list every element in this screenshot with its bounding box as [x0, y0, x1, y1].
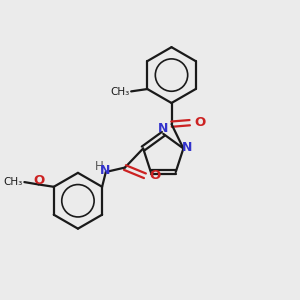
Text: H: H — [94, 160, 103, 173]
Text: N: N — [158, 122, 168, 135]
Text: O: O — [33, 174, 44, 187]
Text: O: O — [149, 169, 161, 182]
Text: CH₃: CH₃ — [4, 176, 23, 187]
Text: N: N — [182, 141, 193, 154]
Text: CH₃: CH₃ — [110, 87, 130, 97]
Text: N: N — [100, 164, 110, 177]
Text: O: O — [194, 116, 206, 129]
